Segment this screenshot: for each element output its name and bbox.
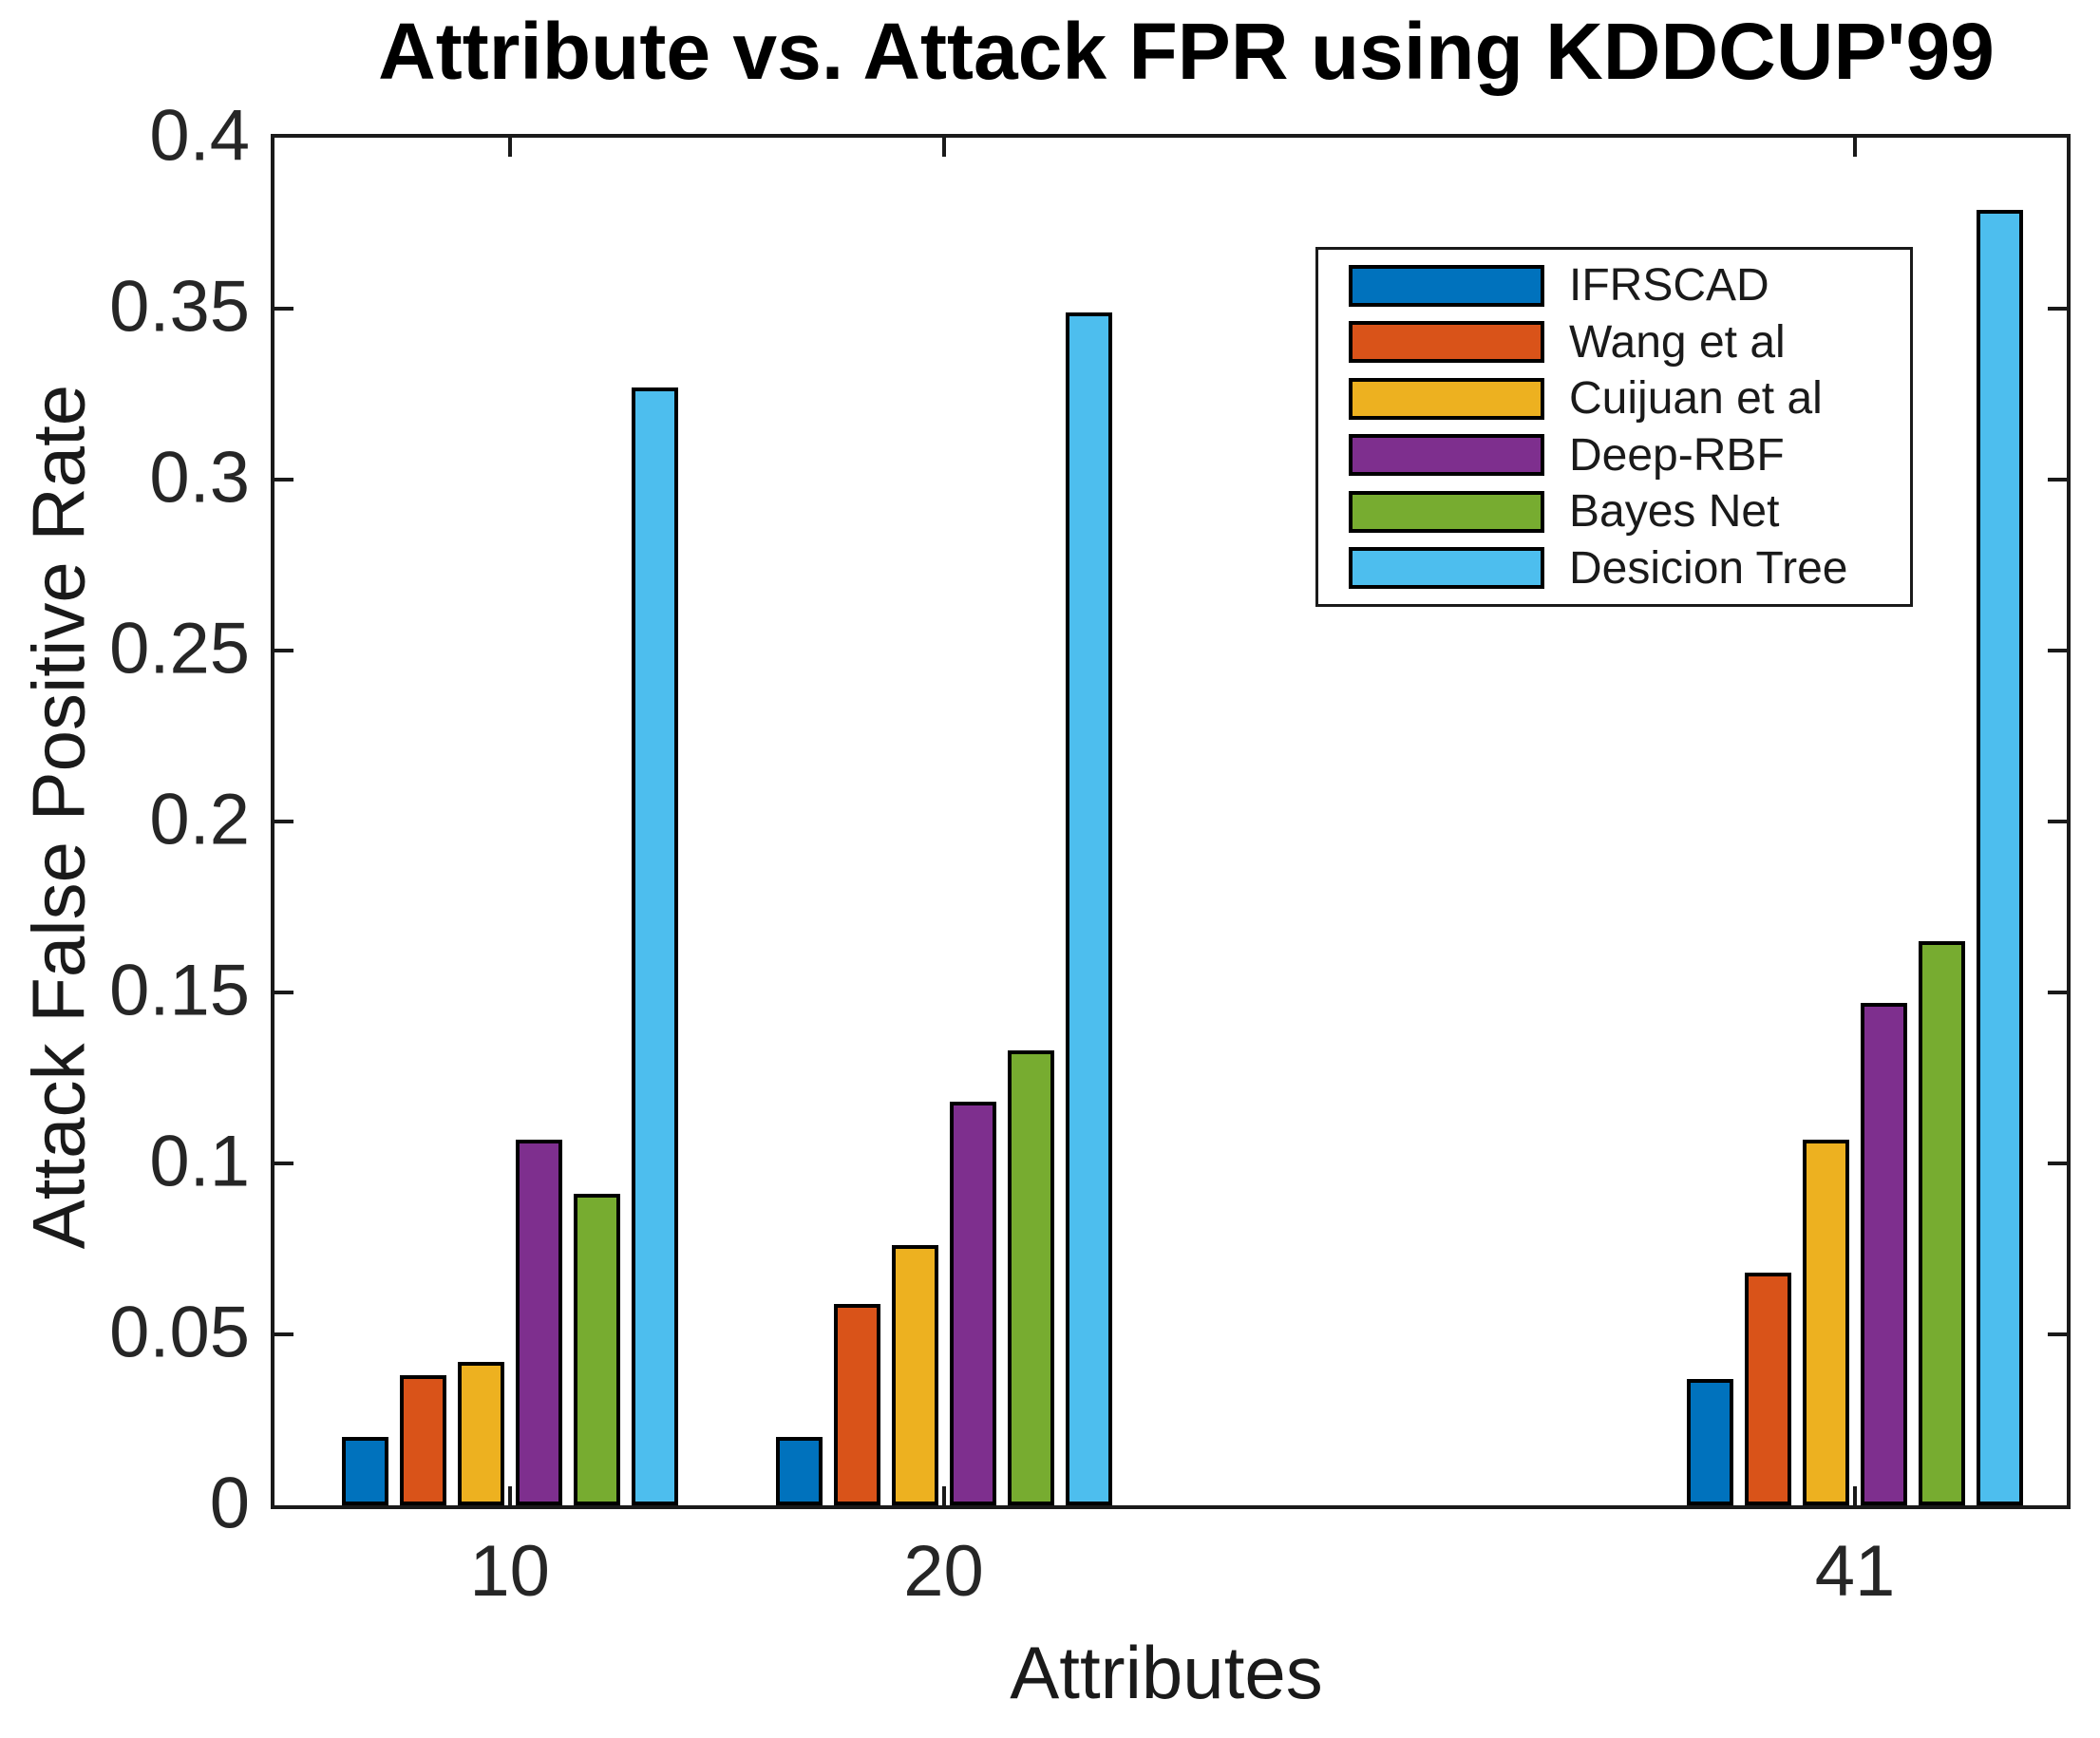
y-tick-mark xyxy=(2048,649,2067,652)
y-tick-mark xyxy=(2048,1332,2067,1336)
y-tick-mark xyxy=(2048,991,2067,994)
y-tick-mark xyxy=(274,1332,293,1336)
bar-desicion-tree-x10 xyxy=(632,387,678,1505)
x-tick-mark xyxy=(942,138,946,157)
y-tick-label: 0.1 xyxy=(149,1121,250,1202)
legend-label: Desicion Tree xyxy=(1569,542,1848,594)
chart-title: Attribute vs. Attack FPR using KDDCUP'99 xyxy=(378,7,1995,96)
bar-ifrscad-x10 xyxy=(342,1437,388,1505)
y-tick-label: 0.15 xyxy=(109,950,250,1031)
y-tick-mark xyxy=(2048,820,2067,823)
legend-swatch xyxy=(1349,377,1544,420)
legend-entry-desicion-tree: Desicion Tree xyxy=(1318,542,1910,595)
legend-swatch xyxy=(1349,434,1544,477)
legend-entry-deep-rbf: Deep-RBF xyxy=(1318,429,1910,482)
y-tick-mark xyxy=(274,307,293,311)
y-tick-label: 0.3 xyxy=(149,437,250,519)
legend-entry-ifrscad: IFRSCAD xyxy=(1318,259,1910,312)
x-axis-label: Attributes xyxy=(1010,1631,1323,1714)
y-tick-label: 0.35 xyxy=(109,266,250,348)
x-tick-mark xyxy=(942,1486,946,1505)
legend-swatch xyxy=(1349,490,1544,533)
y-tick-label: 0.4 xyxy=(149,95,250,177)
y-tick-mark xyxy=(2048,1162,2067,1165)
y-tick-label: 0.05 xyxy=(109,1292,250,1373)
x-tick-mark xyxy=(508,1486,512,1505)
legend-swatch xyxy=(1349,264,1544,307)
y-tick-mark xyxy=(274,649,293,652)
legend-label: Wang et al xyxy=(1569,316,1786,368)
legend-entry-wang-et-al: Wang et al xyxy=(1318,316,1910,368)
y-tick-label: 0.2 xyxy=(149,779,250,860)
legend-label: Bayes Net xyxy=(1569,486,1780,538)
bar-ifrscad-x41 xyxy=(1687,1379,1733,1505)
bar-wang-et-al-x10 xyxy=(400,1375,446,1505)
bar-wang-et-al-x20 xyxy=(834,1304,880,1505)
bar-ifrscad-x20 xyxy=(776,1437,823,1505)
x-tick-mark xyxy=(508,138,512,157)
y-tick-mark xyxy=(274,1162,293,1165)
bar-bayes-net-x20 xyxy=(1008,1050,1054,1505)
bar-deep-rbf-x41 xyxy=(1861,1003,1907,1505)
x-tick-label: 20 xyxy=(903,1531,984,1612)
legend-swatch xyxy=(1349,321,1544,364)
legend-entry-bayes-net: Bayes Net xyxy=(1318,485,1910,538)
x-tick-mark xyxy=(1853,138,1857,157)
legend: IFRSCAD Wang et al Cuijuan et al Deep-RBF Ba… xyxy=(1315,247,1913,607)
y-tick-mark xyxy=(274,478,293,482)
bar-desicion-tree-x41 xyxy=(1977,210,2023,1505)
y-tick-label: 0 xyxy=(209,1463,250,1544)
x-tick-mark xyxy=(1853,1486,1857,1505)
y-tick-label: 0.25 xyxy=(109,608,250,690)
bar-deep-rbf-x20 xyxy=(950,1102,996,1505)
x-tick-label: 10 xyxy=(469,1531,550,1612)
x-tick-label: 41 xyxy=(1814,1531,1896,1612)
y-tick-mark xyxy=(2048,478,2067,482)
bar-wang-et-al-x41 xyxy=(1745,1273,1791,1505)
bar-cuijuan-et-al-x10 xyxy=(458,1362,504,1505)
legend-swatch xyxy=(1349,547,1544,590)
y-tick-mark xyxy=(274,820,293,823)
legend-label: IFRSCAD xyxy=(1569,260,1769,312)
legend-entry-cuijuan-et-al: Cuijuan et al xyxy=(1318,372,1910,425)
bar-cuijuan-et-al-x41 xyxy=(1803,1140,1849,1505)
bar-bayes-net-x10 xyxy=(574,1194,620,1505)
legend-label: Deep-RBF xyxy=(1569,429,1785,481)
y-axis-label: Attack False Positive Rate xyxy=(16,384,101,1250)
bar-deep-rbf-x10 xyxy=(516,1140,562,1505)
y-tick-mark xyxy=(2048,307,2067,311)
bar-bayes-net-x41 xyxy=(1919,941,1965,1505)
y-tick-mark xyxy=(274,991,293,994)
bar-desicion-tree-x20 xyxy=(1066,312,1112,1505)
bar-cuijuan-et-al-x20 xyxy=(892,1245,938,1505)
legend-label: Cuijuan et al xyxy=(1569,373,1823,425)
